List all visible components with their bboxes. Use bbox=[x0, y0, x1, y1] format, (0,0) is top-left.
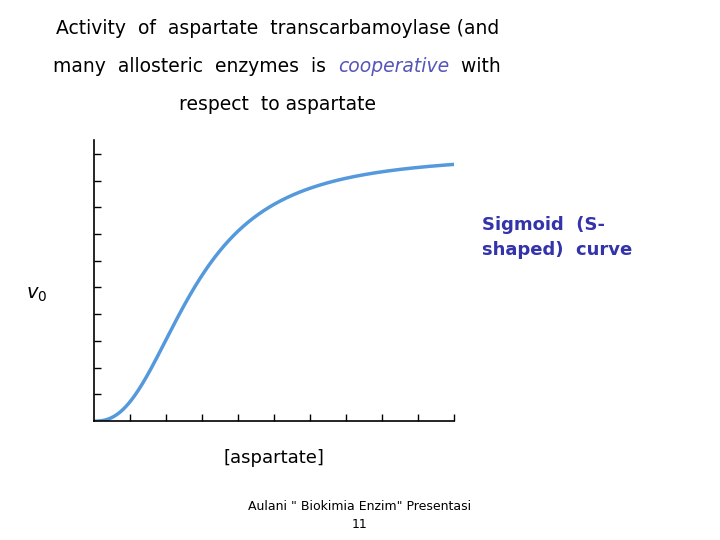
Text: Aulani " Biokimia Enzim" Presentasi: Aulani " Biokimia Enzim" Presentasi bbox=[248, 500, 472, 512]
Text: cooperative: cooperative bbox=[338, 57, 449, 76]
Text: many  allosteric  enzymes  is: many allosteric enzymes is bbox=[0, 539, 1, 540]
Text: $v_0$: $v_0$ bbox=[25, 285, 47, 305]
Text: many  allosteric  enzymes  is: many allosteric enzymes is bbox=[53, 57, 338, 76]
Text: 11: 11 bbox=[352, 518, 368, 531]
Text: Activity  of  aspartate  transcarbamoylase (and: Activity of aspartate transcarbamoylase … bbox=[55, 19, 499, 38]
Text: with: with bbox=[449, 57, 501, 76]
Text: [aspartate]: [aspartate] bbox=[223, 449, 324, 467]
Text: Sigmoid  (S-
shaped)  curve: Sigmoid (S- shaped) curve bbox=[482, 216, 633, 259]
Text: respect  to aspartate: respect to aspartate bbox=[179, 94, 376, 113]
Text: cooperative: cooperative bbox=[0, 539, 1, 540]
Text: many  allosteric  enzymes  is  cooperative  with: many allosteric enzymes is cooperative w… bbox=[0, 539, 1, 540]
Text: many  allosteric  enzymes  is: many allosteric enzymes is bbox=[0, 539, 1, 540]
